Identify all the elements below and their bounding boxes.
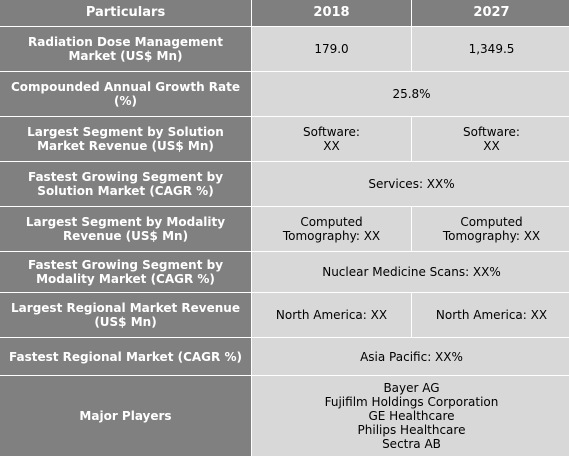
- row-label-largest-regional-market: Largest Regional Market Revenue (US$ Mn): [0, 293, 251, 337]
- row-label-major-players: Major Players: [0, 376, 251, 456]
- row-label-largest-modality-segment: Largest Segment by Modality Revenue (US$…: [0, 207, 251, 251]
- row-label-largest-solution-segment: Largest Segment by Solution Market Reven…: [0, 117, 251, 161]
- major-player-item: Fujifilm Holdings Corporation: [324, 395, 499, 409]
- cagr-value: 25.8%: [252, 72, 569, 116]
- row-label-fastest-solution-segment: Fastest Growing Segment by Solution Mark…: [0, 162, 251, 206]
- market-size-2018: 179.0: [252, 27, 411, 71]
- major-player-item: Philips Healthcare: [357, 423, 466, 437]
- fastest-regional-market-value: Asia Pacific: XX%: [252, 338, 569, 375]
- largest-solution-segment-2018: Software: XX: [252, 117, 411, 161]
- largest-regional-market-2018: North America: XX: [252, 293, 411, 337]
- row-label-fastest-modality-segment: Fastest Growing Segment by Modality Mark…: [0, 252, 251, 292]
- major-player-item: Sectra AB: [382, 437, 441, 451]
- largest-modality-segment-2018: Computed Tomography: XX: [252, 207, 411, 251]
- fastest-modality-segment-value: Nuclear Medicine Scans: XX%: [252, 252, 569, 292]
- header-2018: 2018: [252, 0, 411, 26]
- largest-modality-segment-2027: Computed Tomography: XX: [412, 207, 569, 251]
- header-2027: 2027: [412, 0, 569, 26]
- header-particulars: Particulars: [0, 0, 251, 26]
- major-players-list: Bayer AG Fujifilm Holdings Corporation G…: [252, 376, 569, 456]
- market-size-2027: 1,349.5: [412, 27, 569, 71]
- row-label-cagr: Compounded Annual Growth Rate (%): [0, 72, 251, 116]
- row-label-fastest-regional-market: Fastest Regional Market (CAGR %): [0, 338, 251, 375]
- row-label-market-size: Radiation Dose Management Market (US$ Mn…: [0, 27, 251, 71]
- major-player-item: Bayer AG: [383, 381, 440, 395]
- major-player-item: GE Healthcare: [368, 409, 455, 423]
- largest-regional-market-2027: North America: XX: [412, 293, 569, 337]
- largest-solution-segment-2027: Software: XX: [412, 117, 569, 161]
- fastest-solution-segment-value: Services: XX%: [252, 162, 569, 206]
